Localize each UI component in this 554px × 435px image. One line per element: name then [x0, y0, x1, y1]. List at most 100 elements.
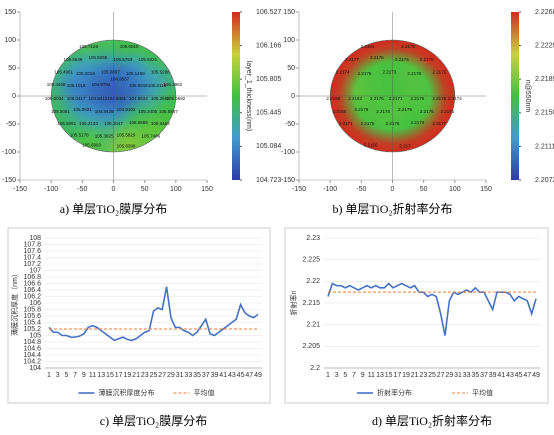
y-tick-label: 104.8: [23, 339, 41, 346]
x-tick-label: 0: [391, 186, 395, 193]
point-label: 105.2119: [148, 83, 167, 88]
series-line: [327, 282, 537, 336]
x-tick-label: 0: [112, 186, 116, 193]
x-tick-label: 35: [471, 372, 479, 379]
point-label: 104.9428: [95, 109, 114, 114]
chart-title: c) 单层TiO₂膜厚分布: [100, 414, 207, 428]
point-label: 2.217: [399, 144, 411, 149]
point-label: 104.8401: [107, 96, 126, 101]
x-tick-label: 21: [132, 372, 140, 379]
x-tick-label: 27: [158, 372, 166, 379]
colorbar-tick-label: 2.20725: [535, 177, 554, 184]
point-label: 105.5061: [57, 121, 76, 126]
colorbar-tick-label: 2.21116: [535, 143, 554, 150]
point-label: 105.5559: [129, 120, 148, 125]
point-label: 105.5288: [151, 70, 170, 75]
colorbar-tick-label: 105.445: [256, 110, 281, 117]
point-label: 2.2181: [361, 44, 375, 49]
y-tick-label: 150: [283, 9, 295, 16]
x-tick-label: 150: [201, 186, 213, 193]
point-label: 2.2178: [407, 71, 421, 76]
x-tick-label: 1: [47, 372, 51, 379]
x-tick-label: 13: [97, 372, 105, 379]
point-label: 2.2176: [358, 71, 372, 76]
point-label: 2.2178: [432, 96, 446, 101]
point-label: 2.2166: [364, 142, 378, 147]
y-tick-label: 100: [283, 37, 295, 44]
y-tick-label: 107.6: [23, 248, 41, 255]
colorbar: [511, 12, 519, 180]
y-tick-label: 105.6: [23, 313, 41, 320]
x-tick-label: -150: [13, 186, 27, 193]
wafer-outline: [50, 39, 177, 153]
x-tick-label: 11: [368, 372, 375, 379]
series-line: [48, 286, 259, 342]
point-label: 105.7129: [79, 44, 98, 49]
point-label: 105.5753: [113, 57, 132, 62]
x-tick-label: 5: [343, 372, 347, 379]
point-label: 2.2171: [389, 96, 403, 101]
x-tick-label: 35: [193, 372, 201, 379]
point-label: 2.2178: [401, 44, 415, 49]
point-label: 105.3982: [163, 82, 182, 87]
x-tick-label: 49: [254, 372, 262, 379]
x-tick-label: 45: [515, 372, 523, 379]
y-tick-label: 106.4: [23, 287, 41, 294]
point-label: 104.9794: [92, 82, 111, 87]
point-label: 2.2179: [354, 107, 368, 112]
y-tick-label: -100: [2, 149, 16, 156]
point-label: 105.1047: [104, 121, 123, 126]
point-label: 2.2176: [386, 121, 400, 126]
y-tick-label: 105.8: [23, 306, 41, 313]
x-tick-label: 33: [463, 372, 471, 379]
point-label: 104.9567: [110, 76, 129, 81]
y-tick-label: 2.225: [302, 257, 320, 264]
point-label: 105.1458: [126, 71, 145, 76]
y-tick-label: 2.2: [310, 365, 320, 372]
colorbar-tick-label: 105.805: [256, 76, 281, 83]
point-label: 2.2179: [398, 107, 412, 112]
point-label: 105.2018: [76, 71, 95, 76]
y-tick-label: 104.2: [23, 358, 41, 365]
colorbar: [232, 12, 240, 180]
y-tick-label: 106.8: [23, 274, 41, 281]
map-point: [75, 129, 108, 152]
x-tick-label: 41: [497, 372, 505, 379]
chart-title: d) 单层TiO₂折射率分布: [372, 413, 492, 428]
point-label: 2.2177: [432, 121, 446, 126]
y-tick-label: -150: [2, 177, 16, 184]
y-tick-label: 105: [29, 332, 41, 339]
point-label: 104.9102: [117, 107, 136, 112]
x-tick-label: 19: [123, 372, 131, 379]
legend-label: 平均值: [472, 388, 493, 397]
x-tick-label: 29: [167, 372, 175, 379]
point-label: 2.2172: [432, 70, 446, 75]
x-tick-label: 11: [89, 372, 96, 379]
y-tick-label: 2.205: [302, 343, 320, 350]
y-tick-label: 104: [29, 365, 41, 372]
legend-label: 平均值: [194, 388, 215, 397]
point-label: 2.2172: [411, 120, 425, 125]
y-tick-label: 107: [29, 267, 41, 274]
x-tick-label: 50: [420, 186, 428, 193]
y-tick-label: 2.21: [306, 322, 320, 329]
point-label: 105.6321: [138, 57, 157, 62]
colorbar-tick-label: 2.21507: [535, 110, 554, 117]
point-label: 105.4961: [54, 70, 73, 75]
x-tick-label: -150: [292, 186, 306, 193]
y-tick-label: 105.2: [23, 326, 41, 333]
point-label: 105.5061: [51, 109, 70, 114]
y-tick-label: 0: [12, 93, 16, 100]
point-label: 105.0821: [73, 107, 92, 112]
point-label: 105.3405: [138, 109, 157, 114]
x-tick-label: 49: [532, 372, 540, 379]
x-tick-label: 41: [219, 372, 227, 379]
point-label: 2.2175: [420, 109, 434, 114]
point-label: 105.5829: [117, 132, 136, 137]
x-tick-label: 29: [445, 372, 453, 379]
point-label: 2.2176: [370, 55, 384, 60]
x-tick-label: 5: [64, 372, 68, 379]
x-tick-label: 39: [489, 372, 497, 379]
colorbar-tick-label: 2.2229: [535, 42, 554, 49]
y-tick-label: 107.8: [23, 241, 41, 248]
